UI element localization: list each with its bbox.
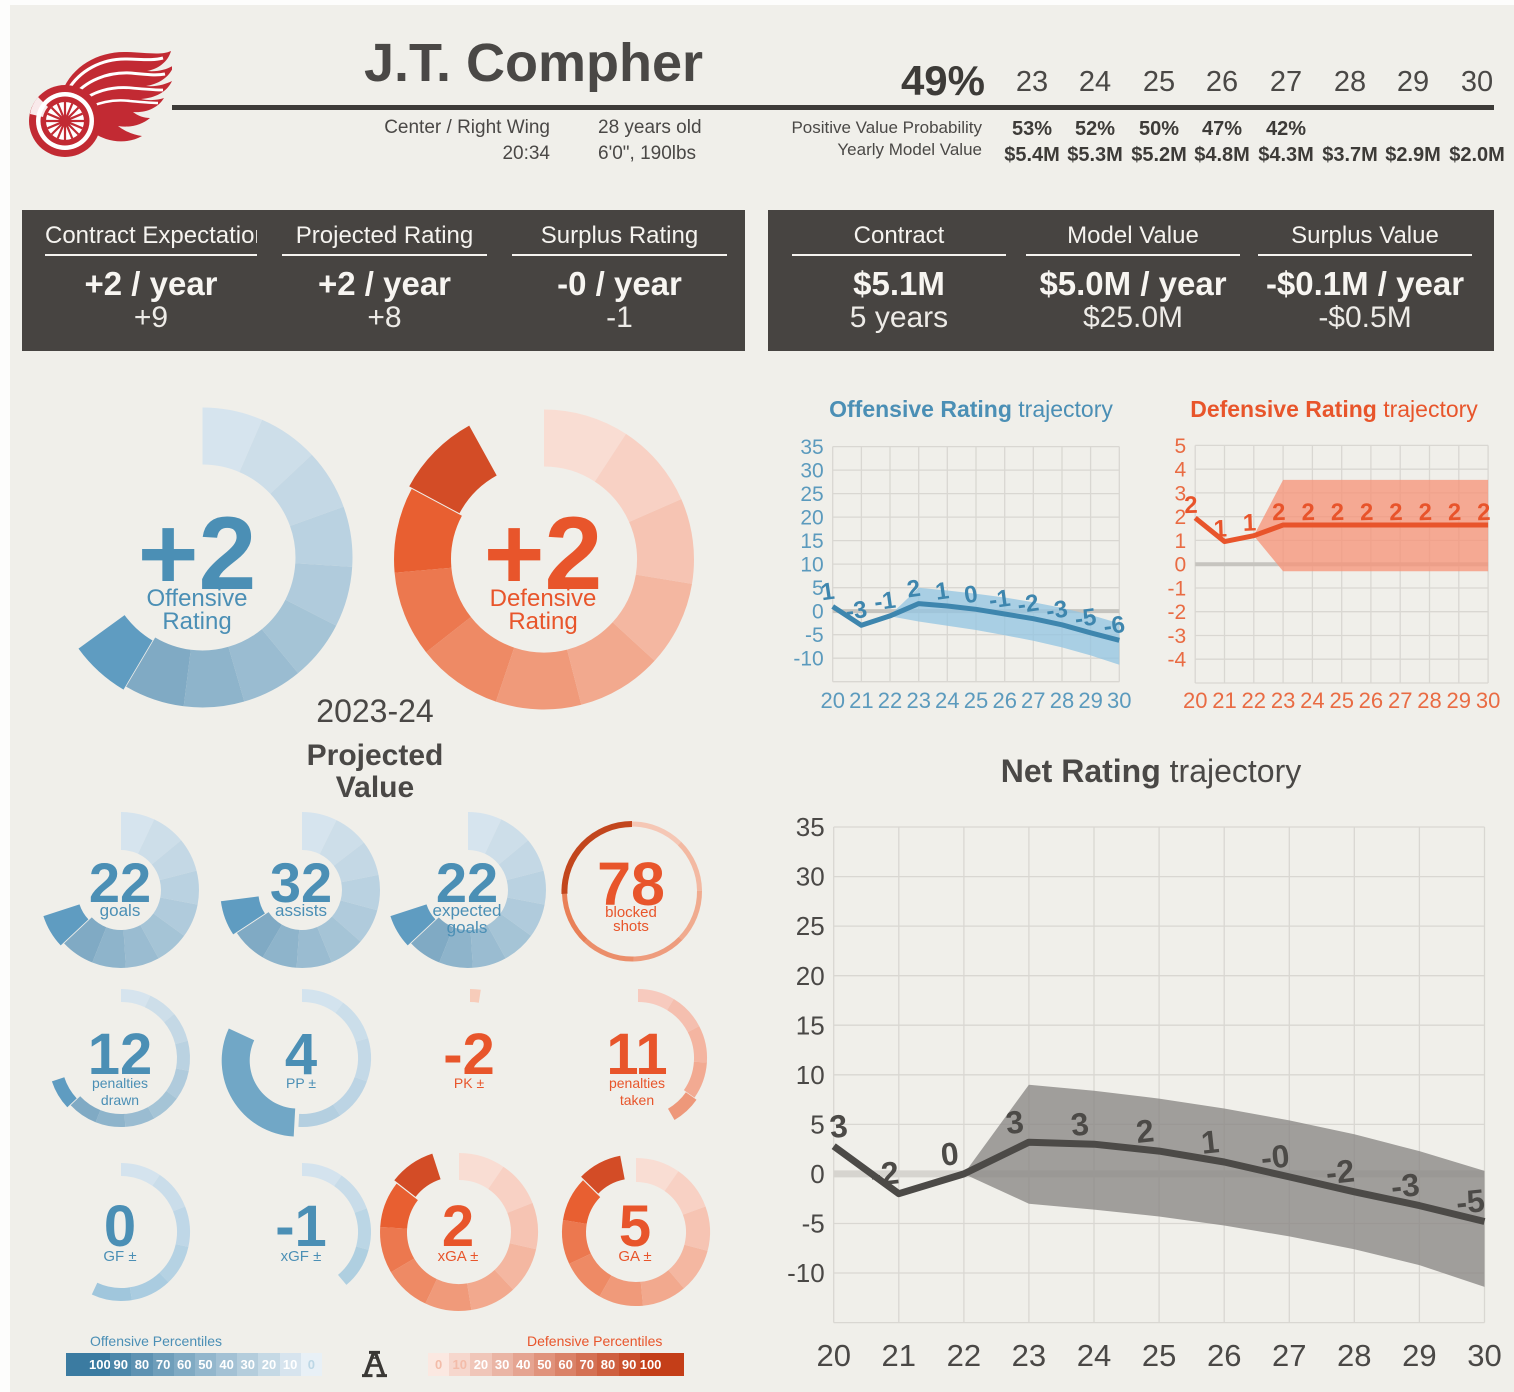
svg-text:1: 1 (934, 577, 951, 606)
svg-text:24: 24 (1300, 688, 1324, 713)
svg-text:25: 25 (800, 483, 823, 506)
svg-text:30: 30 (1107, 688, 1131, 713)
svg-text:30: 30 (800, 460, 823, 483)
svg-text:0: 0 (810, 1159, 824, 1189)
svg-text:24: 24 (1077, 1338, 1111, 1373)
svg-text:27: 27 (1021, 688, 1045, 713)
svg-text:2: 2 (1272, 499, 1286, 526)
svg-text:25: 25 (964, 688, 988, 713)
svg-text:-3: -3 (1389, 1166, 1421, 1205)
svg-text:21: 21 (1212, 688, 1236, 713)
svg-text:-2: -2 (1016, 589, 1041, 619)
svg-text:-3: -3 (844, 596, 869, 626)
svg-text:22: 22 (1242, 688, 1266, 713)
svg-text:-5: -5 (1454, 1182, 1486, 1221)
svg-text:24: 24 (935, 688, 959, 713)
svg-text:27: 27 (1272, 1338, 1306, 1373)
svg-text:3: 3 (1069, 1105, 1090, 1143)
svg-text:28: 28 (1050, 688, 1074, 713)
svg-text:-6: -6 (1102, 611, 1127, 641)
svg-text:0: 0 (939, 1135, 960, 1173)
svg-text:35: 35 (796, 812, 825, 842)
svg-text:2: 2 (1477, 499, 1491, 526)
svg-text:-5: -5 (805, 624, 824, 647)
svg-text:0: 0 (812, 601, 824, 624)
svg-text:2: 2 (1389, 499, 1403, 526)
svg-text:-10: -10 (787, 1258, 825, 1288)
svg-text:1: 1 (1213, 515, 1227, 542)
svg-text:2: 2 (1175, 506, 1187, 529)
svg-text:26: 26 (1359, 688, 1383, 713)
svg-text:30: 30 (796, 862, 825, 892)
svg-text:2: 2 (1447, 499, 1461, 526)
svg-text:30: 30 (1467, 1338, 1501, 1373)
svg-text:-10: -10 (793, 648, 823, 671)
svg-text:-3: -3 (1045, 596, 1070, 626)
svg-text:2: 2 (1359, 499, 1373, 526)
svg-text:0: 0 (1175, 554, 1187, 577)
svg-text:22: 22 (947, 1338, 981, 1373)
svg-text:3: 3 (828, 1107, 849, 1145)
svg-text:0: 0 (962, 581, 979, 610)
svg-text:1: 1 (1242, 509, 1256, 536)
svg-text:15: 15 (800, 530, 823, 553)
svg-text:27: 27 (1388, 688, 1412, 713)
svg-text:-1: -1 (873, 587, 898, 617)
svg-text:2: 2 (1184, 492, 1198, 519)
svg-text:-2: -2 (869, 1154, 901, 1193)
svg-text:-3: -3 (1168, 625, 1187, 648)
svg-text:20: 20 (1183, 688, 1207, 713)
svg-text:20: 20 (796, 961, 825, 991)
svg-text:1: 1 (1199, 1123, 1220, 1161)
svg-text:1: 1 (819, 578, 836, 607)
svg-text:22: 22 (878, 688, 902, 713)
svg-text:25: 25 (1329, 688, 1353, 713)
svg-text:3: 3 (1175, 482, 1187, 505)
svg-text:25: 25 (1142, 1338, 1176, 1373)
svg-text:20: 20 (816, 1338, 850, 1373)
svg-text:35: 35 (800, 436, 823, 459)
svg-text:-4: -4 (1168, 649, 1187, 672)
svg-text:26: 26 (1207, 1338, 1241, 1373)
svg-text:29: 29 (1447, 688, 1471, 713)
svg-text:-1: -1 (987, 585, 1012, 615)
svg-text:30: 30 (1476, 688, 1500, 713)
svg-text:21: 21 (849, 688, 873, 713)
svg-text:-5: -5 (802, 1209, 825, 1239)
svg-text:23: 23 (906, 688, 930, 713)
svg-text:-2: -2 (1324, 1152, 1356, 1191)
svg-text:21: 21 (882, 1338, 916, 1373)
svg-text:20: 20 (820, 688, 844, 713)
svg-text:-5: -5 (1073, 604, 1098, 634)
svg-text:2: 2 (1418, 499, 1432, 526)
svg-text:26: 26 (992, 688, 1016, 713)
svg-text:3: 3 (1004, 1103, 1025, 1141)
svg-text:29: 29 (1402, 1338, 1436, 1373)
svg-text:2: 2 (905, 575, 922, 604)
svg-text:5: 5 (810, 1110, 824, 1140)
svg-text:1: 1 (1175, 530, 1187, 553)
svg-text:2: 2 (1134, 1112, 1155, 1150)
svg-text:5: 5 (1175, 435, 1187, 458)
svg-text:28: 28 (1417, 688, 1441, 713)
svg-text:4: 4 (1175, 459, 1187, 482)
svg-text:2: 2 (1301, 499, 1315, 526)
svg-text:25: 25 (796, 911, 825, 941)
svg-text:-1: -1 (1168, 577, 1187, 600)
svg-text:-2: -2 (1168, 601, 1187, 624)
svg-text:10: 10 (796, 1060, 825, 1090)
svg-text:29: 29 (1078, 688, 1102, 713)
svg-text:10: 10 (800, 554, 823, 577)
svg-text:2: 2 (1330, 499, 1344, 526)
svg-text:5: 5 (812, 577, 824, 600)
svg-text:23: 23 (1271, 688, 1295, 713)
svg-text:23: 23 (1012, 1338, 1046, 1373)
svg-text:-0: -0 (1259, 1138, 1291, 1177)
svg-text:28: 28 (1337, 1338, 1371, 1373)
svg-text:20: 20 (800, 507, 823, 530)
svg-text:15: 15 (796, 1010, 825, 1040)
